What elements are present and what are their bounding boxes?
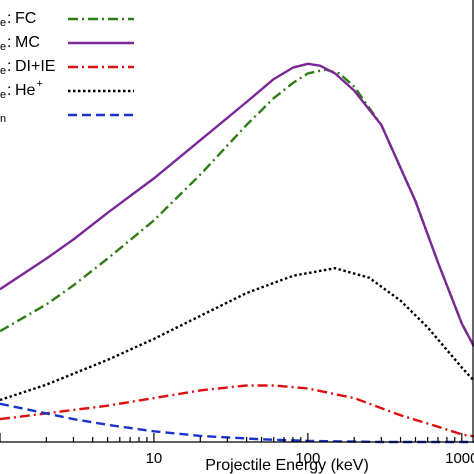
x-ticks: 10 100 1000 bbox=[0, 433, 474, 467]
legend-label: He bbox=[15, 82, 36, 99]
legend-colon: : bbox=[7, 82, 11, 99]
x-tick-label: 1000 bbox=[445, 450, 474, 467]
x-tick-label: 100 bbox=[295, 450, 320, 467]
legend-entry: e: MC bbox=[0, 34, 134, 53]
legend-label: DI+IE bbox=[15, 58, 55, 75]
legend-sup: + bbox=[36, 78, 42, 90]
legend: e: FCe: MCe: DI+IEe: He +n bbox=[0, 10, 134, 125]
series-line-mc bbox=[0, 62, 474, 348]
legend-prefix: e bbox=[0, 17, 6, 29]
series-line-n bbox=[0, 402, 474, 444]
series-line-di-ie bbox=[0, 384, 474, 438]
legend-label: FC bbox=[15, 10, 36, 27]
x-axis-title: Projectile Energy (keV) bbox=[205, 457, 369, 474]
legend-entry: e: He + bbox=[0, 78, 134, 101]
series-layer bbox=[0, 62, 474, 444]
legend-prefix: e bbox=[0, 41, 6, 53]
legend-colon: : bbox=[7, 10, 11, 27]
legend-entry: n bbox=[0, 113, 134, 125]
series-line-fc bbox=[0, 68, 474, 348]
legend-colon: : bbox=[7, 34, 11, 51]
legend-label: MC bbox=[15, 34, 40, 51]
legend-prefix: e bbox=[0, 65, 6, 77]
legend-entry: e: FC bbox=[0, 10, 134, 29]
legend-prefix: n bbox=[0, 113, 6, 125]
x-tick-label: 10 bbox=[146, 450, 163, 467]
legend-prefix: e bbox=[0, 89, 6, 101]
legend-entry: e: DI+IE bbox=[0, 58, 134, 77]
legend-colon: : bbox=[7, 58, 11, 75]
